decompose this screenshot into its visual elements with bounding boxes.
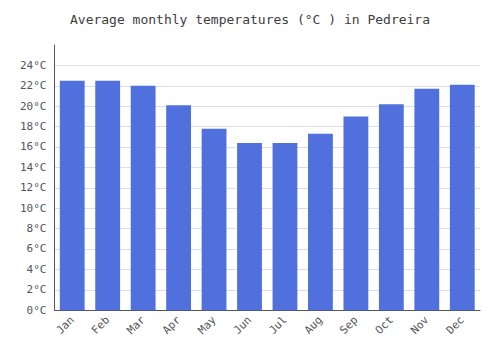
svg-text:Oct: Oct (373, 314, 396, 337)
svg-text:8°C: 8°C (27, 222, 47, 235)
svg-text:Feb: Feb (89, 314, 112, 337)
svg-text:Aug: Aug (302, 314, 325, 337)
svg-text:May: May (195, 313, 218, 336)
svg-text:Jun: Jun (231, 314, 254, 337)
svg-text:Jul: Jul (266, 314, 289, 337)
svg-text:10°C: 10°C (20, 202, 47, 215)
svg-text:Nov: Nov (408, 313, 431, 336)
svg-text:0°C: 0°C (27, 304, 47, 317)
svg-text:12°C: 12°C (20, 181, 47, 194)
svg-text:24°C: 24°C (20, 59, 47, 72)
svg-text:Sep: Sep (337, 314, 360, 337)
svg-text:Dec: Dec (444, 314, 467, 337)
svg-text:6°C: 6°C (27, 242, 47, 255)
svg-text:14°C: 14°C (20, 161, 47, 174)
svg-text:16°C: 16°C (20, 140, 47, 153)
svg-text:18°C: 18°C (20, 120, 47, 133)
svg-text:4°C: 4°C (27, 263, 47, 276)
svg-text:20°C: 20°C (20, 100, 47, 113)
svg-text:Jan: Jan (54, 314, 77, 337)
svg-text:Apr: Apr (160, 313, 183, 336)
svg-text:Mar: Mar (125, 313, 148, 336)
svg-text:22°C: 22°C (20, 79, 47, 92)
svg-text:Average monthly temperatures (: Average monthly temperatures (°C ) in Pe… (70, 12, 430, 27)
svg-text:2°C: 2°C (27, 283, 47, 296)
